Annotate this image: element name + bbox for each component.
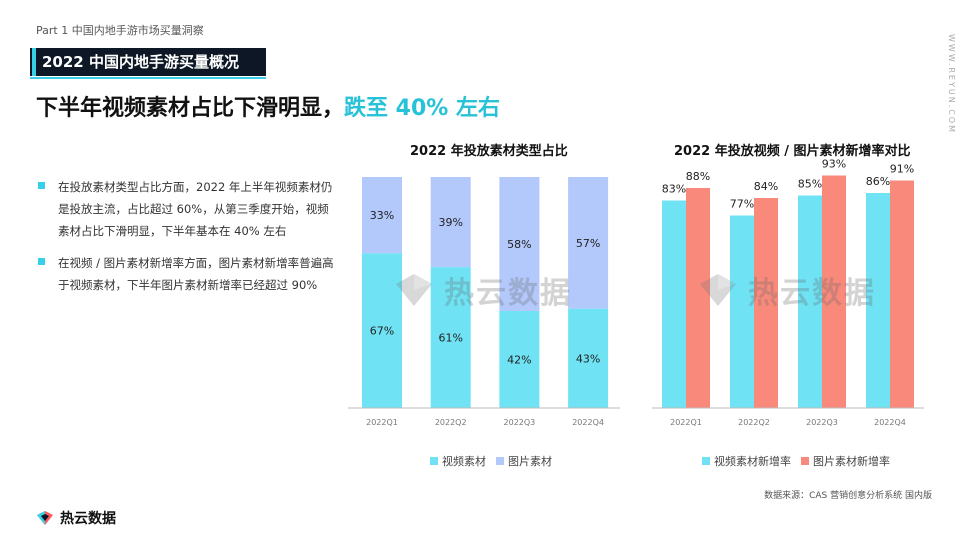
bar-segment-image bbox=[568, 177, 609, 309]
legend-swatch bbox=[702, 457, 710, 465]
bar-video-rate bbox=[798, 195, 822, 408]
bullet-square-icon bbox=[38, 182, 45, 189]
legend-item: 视频素材新增率 bbox=[702, 453, 791, 469]
bullet-text: 在视频 / 图片素材新增率方面，图片素材新增率普遍高于视频素材，下半年图片素材新… bbox=[58, 256, 334, 292]
section-banner: 2022 中国内地手游买量概况 bbox=[30, 48, 266, 76]
x-tick-label: 2022Q1 bbox=[670, 418, 702, 427]
legend-label: 视频素材新增率 bbox=[714, 455, 791, 468]
chart-1-legend: 视频素材 图片素材 bbox=[430, 453, 552, 469]
bullet-text: 在投放素材类型占比方面，2022 年上半年视频素材仍是投放主流，占比超过 60%… bbox=[58, 180, 333, 238]
chart-2-legend: 视频素材新增率 图片素材新增率 bbox=[702, 453, 890, 469]
x-tick-label: 2022Q3 bbox=[504, 418, 536, 427]
headline-highlight: 跌至 40% 左右 bbox=[344, 96, 500, 121]
bar-segment-video bbox=[430, 267, 471, 408]
bar-segment-image bbox=[362, 177, 402, 254]
bullet-item: 在投放素材类型占比方面，2022 年上半年视频素材仍是投放主流，占比超过 60%… bbox=[36, 176, 336, 242]
data-label: 58% bbox=[507, 238, 531, 251]
chart-1-title: 2022 年投放素材类型占比 bbox=[410, 144, 568, 159]
bar-image-rate bbox=[754, 198, 778, 408]
data-label: 33% bbox=[370, 209, 394, 222]
x-tick-label: 2022Q4 bbox=[874, 418, 906, 427]
x-tick-label: 2022Q3 bbox=[806, 418, 838, 427]
bar-image-rate bbox=[686, 188, 710, 408]
bar-segment-image bbox=[430, 177, 471, 268]
data-label: 88% bbox=[686, 170, 710, 183]
section-title: 2022 中国内地手游买量概况 bbox=[42, 53, 239, 71]
bar-video-rate bbox=[662, 200, 686, 408]
headline-main: 下半年视频素材占比下滑明显， bbox=[36, 96, 345, 121]
bar-video-rate bbox=[730, 215, 754, 408]
legend-label: 视频素材 bbox=[442, 455, 486, 468]
data-label: 67% bbox=[370, 325, 394, 338]
brand-logo-text: 热云数据 bbox=[60, 511, 116, 527]
brand-logo: 热云数据 bbox=[36, 508, 116, 528]
bar-segment-video bbox=[568, 308, 609, 408]
legend-item: 图片素材新增率 bbox=[801, 453, 890, 469]
x-tick-label: 2022Q2 bbox=[435, 418, 467, 427]
data-label: 39% bbox=[438, 216, 462, 229]
brand-logo-icon bbox=[37, 511, 53, 525]
bar-segment-image bbox=[499, 177, 540, 311]
x-tick-label: 2022Q4 bbox=[572, 418, 604, 427]
data-source-note: 数据来源：CAS 营销创意分析系统 国内版 bbox=[764, 491, 932, 501]
bullet-list: 在投放素材类型占比方面，2022 年上半年视频素材仍是投放主流，占比超过 60%… bbox=[36, 176, 336, 306]
chart-2-grouped-bar: 83%88% 2022Q1 77%84% 2022Q2 85%93% 2022Q3 86%9… bbox=[652, 158, 924, 427]
data-label: 86% bbox=[866, 175, 890, 188]
data-label: 43% bbox=[576, 352, 600, 365]
side-url: WWW.REYUN.COM bbox=[947, 34, 956, 135]
data-label: 61% bbox=[438, 332, 462, 345]
data-label: 77% bbox=[730, 198, 754, 211]
bar-image-rate bbox=[822, 175, 846, 408]
bar-segment-video bbox=[499, 310, 540, 408]
data-label: 57% bbox=[576, 237, 600, 250]
data-label: 42% bbox=[507, 353, 531, 366]
chart-1-stacked-bar: 67% 33% 2022Q1 61% 39% 2022Q2 42% 58% 2022Q3 43% 5… bbox=[348, 177, 620, 427]
banner-underline bbox=[30, 77, 266, 79]
data-label: 91% bbox=[890, 163, 914, 176]
legend-swatch bbox=[430, 457, 438, 465]
bullet-square-icon bbox=[38, 258, 45, 265]
bar-video-rate bbox=[866, 193, 890, 408]
x-tick-label: 2022Q2 bbox=[738, 418, 770, 427]
bar-image-rate bbox=[890, 180, 914, 408]
data-label: 93% bbox=[822, 158, 846, 171]
x-tick-label: 2022Q1 bbox=[366, 418, 398, 427]
legend-label: 图片素材 bbox=[508, 455, 552, 468]
bullet-item: 在视频 / 图片素材新增率方面，图片素材新增率普遍高于视频素材，下半年图片素材新… bbox=[36, 252, 336, 296]
banner-accent bbox=[32, 48, 36, 76]
legend-label: 图片素材新增率 bbox=[813, 455, 890, 468]
legend-item: 图片素材 bbox=[496, 453, 552, 469]
legend-swatch bbox=[496, 457, 504, 465]
chart-2-title: 2022 年投放视频 / 图片素材新增率对比 bbox=[674, 144, 911, 159]
page-headline: 下半年视频素材占比下滑明显，跌至 40% 左右 bbox=[36, 90, 500, 122]
data-label: 85% bbox=[798, 178, 822, 191]
data-label: 84% bbox=[754, 180, 778, 193]
bar-segment-video bbox=[362, 253, 402, 408]
data-label: 83% bbox=[662, 183, 686, 196]
legend-swatch bbox=[801, 457, 809, 465]
legend-item: 视频素材 bbox=[430, 453, 486, 469]
part-label: Part 1 中国内地手游市场买量洞察 bbox=[36, 24, 204, 37]
